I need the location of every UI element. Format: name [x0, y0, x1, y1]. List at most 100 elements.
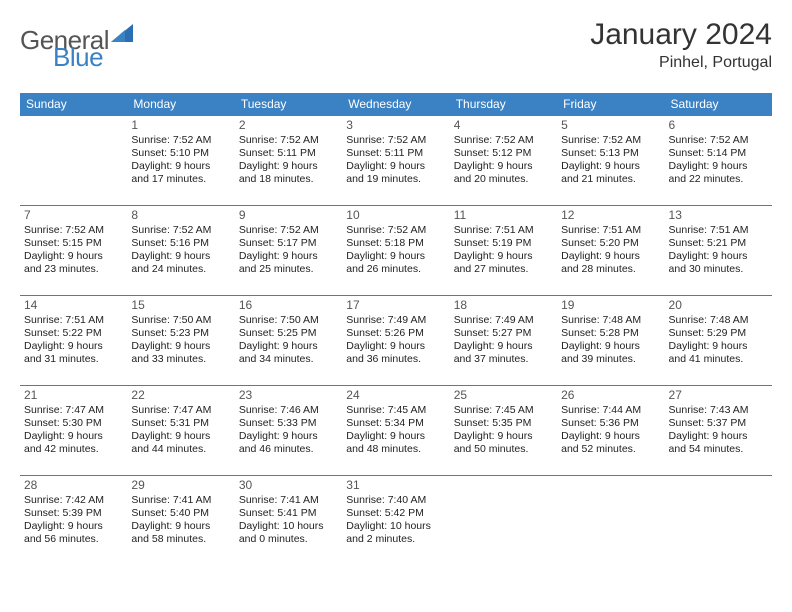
calendar-cell — [557, 476, 664, 566]
calendar-cell: 7Sunrise: 7:52 AMSunset: 5:15 PMDaylight… — [20, 206, 127, 296]
calendar-cell: 11Sunrise: 7:51 AMSunset: 5:19 PMDayligh… — [450, 206, 557, 296]
daylight-text: and 52 minutes. — [561, 443, 660, 456]
calendar-cell: 31Sunrise: 7:40 AMSunset: 5:42 PMDayligh… — [342, 476, 449, 566]
sunset-text: Sunset: 5:18 PM — [346, 237, 445, 250]
sunrise-text: Sunrise: 7:52 AM — [454, 134, 553, 147]
calendar-cell: 18Sunrise: 7:49 AMSunset: 5:27 PMDayligh… — [450, 296, 557, 386]
calendar-cell: 6Sunrise: 7:52 AMSunset: 5:14 PMDaylight… — [665, 116, 772, 206]
daylight-text: Daylight: 9 hours — [454, 250, 553, 263]
calendar-table: Sunday Monday Tuesday Wednesday Thursday… — [20, 93, 772, 566]
daylight-text: and 39 minutes. — [561, 353, 660, 366]
day-number: 10 — [346, 208, 445, 223]
day-number: 5 — [561, 118, 660, 133]
day-number: 26 — [561, 388, 660, 403]
daylight-text: and 36 minutes. — [346, 353, 445, 366]
calendar-week-row: 7Sunrise: 7:52 AMSunset: 5:15 PMDaylight… — [20, 206, 772, 296]
calendar-week-row: 21Sunrise: 7:47 AMSunset: 5:30 PMDayligh… — [20, 386, 772, 476]
day-number: 3 — [346, 118, 445, 133]
day-number: 15 — [131, 298, 230, 313]
day-number: 28 — [24, 478, 123, 493]
daylight-text: and 54 minutes. — [669, 443, 768, 456]
month-title: January 2024 — [590, 18, 772, 52]
sunrise-text: Sunrise: 7:51 AM — [561, 224, 660, 237]
daylight-text: and 17 minutes. — [131, 173, 230, 186]
daylight-text: and 44 minutes. — [131, 443, 230, 456]
sunset-text: Sunset: 5:37 PM — [669, 417, 768, 430]
daylight-text: and 37 minutes. — [454, 353, 553, 366]
day-header: Sunday — [20, 93, 127, 116]
daylight-text: Daylight: 9 hours — [131, 250, 230, 263]
daylight-text: and 34 minutes. — [239, 353, 338, 366]
sunset-text: Sunset: 5:41 PM — [239, 507, 338, 520]
calendar-cell: 17Sunrise: 7:49 AMSunset: 5:26 PMDayligh… — [342, 296, 449, 386]
sunrise-text: Sunrise: 7:51 AM — [454, 224, 553, 237]
day-number: 8 — [131, 208, 230, 223]
daylight-text: Daylight: 9 hours — [131, 520, 230, 533]
logo-text-blue: Blue — [53, 42, 103, 73]
sunrise-text: Sunrise: 7:51 AM — [24, 314, 123, 327]
sunset-text: Sunset: 5:10 PM — [131, 147, 230, 160]
daylight-text: and 41 minutes. — [669, 353, 768, 366]
sunset-text: Sunset: 5:28 PM — [561, 327, 660, 340]
daylight-text: Daylight: 9 hours — [24, 340, 123, 353]
daylight-text: and 33 minutes. — [131, 353, 230, 366]
day-number: 2 — [239, 118, 338, 133]
sunrise-text: Sunrise: 7:48 AM — [561, 314, 660, 327]
daylight-text: and 22 minutes. — [669, 173, 768, 186]
sunset-text: Sunset: 5:23 PM — [131, 327, 230, 340]
calendar-week-row: 14Sunrise: 7:51 AMSunset: 5:22 PMDayligh… — [20, 296, 772, 386]
sunset-text: Sunset: 5:35 PM — [454, 417, 553, 430]
sunset-text: Sunset: 5:39 PM — [24, 507, 123, 520]
sunrise-text: Sunrise: 7:52 AM — [669, 134, 768, 147]
daylight-text: and 25 minutes. — [239, 263, 338, 276]
sunrise-text: Sunrise: 7:52 AM — [24, 224, 123, 237]
sunrise-text: Sunrise: 7:41 AM — [131, 494, 230, 507]
day-number: 1 — [131, 118, 230, 133]
day-number: 27 — [669, 388, 768, 403]
day-number: 31 — [346, 478, 445, 493]
daylight-text: Daylight: 9 hours — [669, 160, 768, 173]
sunrise-text: Sunrise: 7:52 AM — [239, 224, 338, 237]
sunrise-text: Sunrise: 7:47 AM — [131, 404, 230, 417]
day-number: 4 — [454, 118, 553, 133]
daylight-text: Daylight: 10 hours — [346, 520, 445, 533]
sunset-text: Sunset: 5:42 PM — [346, 507, 445, 520]
day-number: 30 — [239, 478, 338, 493]
sunrise-text: Sunrise: 7:47 AM — [24, 404, 123, 417]
sunset-text: Sunset: 5:31 PM — [131, 417, 230, 430]
daylight-text: and 24 minutes. — [131, 263, 230, 276]
daylight-text: Daylight: 9 hours — [669, 430, 768, 443]
calendar-week-row: 28Sunrise: 7:42 AMSunset: 5:39 PMDayligh… — [20, 476, 772, 566]
day-number: 16 — [239, 298, 338, 313]
sunrise-text: Sunrise: 7:52 AM — [346, 224, 445, 237]
daylight-text: Daylight: 9 hours — [346, 340, 445, 353]
daylight-text: and 0 minutes. — [239, 533, 338, 546]
location: Pinhel, Portugal — [590, 54, 772, 72]
sunrise-text: Sunrise: 7:45 AM — [454, 404, 553, 417]
sunset-text: Sunset: 5:40 PM — [131, 507, 230, 520]
calendar-cell: 1Sunrise: 7:52 AMSunset: 5:10 PMDaylight… — [127, 116, 234, 206]
calendar-cell: 2Sunrise: 7:52 AMSunset: 5:11 PMDaylight… — [235, 116, 342, 206]
sunrise-text: Sunrise: 7:51 AM — [669, 224, 768, 237]
daylight-text: Daylight: 9 hours — [454, 340, 553, 353]
calendar-cell: 10Sunrise: 7:52 AMSunset: 5:18 PMDayligh… — [342, 206, 449, 296]
calendar-cell: 14Sunrise: 7:51 AMSunset: 5:22 PMDayligh… — [20, 296, 127, 386]
calendar-cell: 29Sunrise: 7:41 AMSunset: 5:40 PMDayligh… — [127, 476, 234, 566]
daylight-text: and 27 minutes. — [454, 263, 553, 276]
daylight-text: and 26 minutes. — [346, 263, 445, 276]
sunset-text: Sunset: 5:20 PM — [561, 237, 660, 250]
sunrise-text: Sunrise: 7:40 AM — [346, 494, 445, 507]
calendar-cell: 22Sunrise: 7:47 AMSunset: 5:31 PMDayligh… — [127, 386, 234, 476]
daylight-text: Daylight: 9 hours — [131, 160, 230, 173]
calendar-cell: 24Sunrise: 7:45 AMSunset: 5:34 PMDayligh… — [342, 386, 449, 476]
calendar-cell: 27Sunrise: 7:43 AMSunset: 5:37 PMDayligh… — [665, 386, 772, 476]
calendar-cell: 4Sunrise: 7:52 AMSunset: 5:12 PMDaylight… — [450, 116, 557, 206]
daylight-text: Daylight: 9 hours — [346, 250, 445, 263]
sunset-text: Sunset: 5:11 PM — [346, 147, 445, 160]
daylight-text: and 42 minutes. — [24, 443, 123, 456]
daylight-text: Daylight: 9 hours — [454, 160, 553, 173]
calendar-body: 1Sunrise: 7:52 AMSunset: 5:10 PMDaylight… — [20, 116, 772, 566]
daylight-text: and 21 minutes. — [561, 173, 660, 186]
day-number: 6 — [669, 118, 768, 133]
sunrise-text: Sunrise: 7:44 AM — [561, 404, 660, 417]
